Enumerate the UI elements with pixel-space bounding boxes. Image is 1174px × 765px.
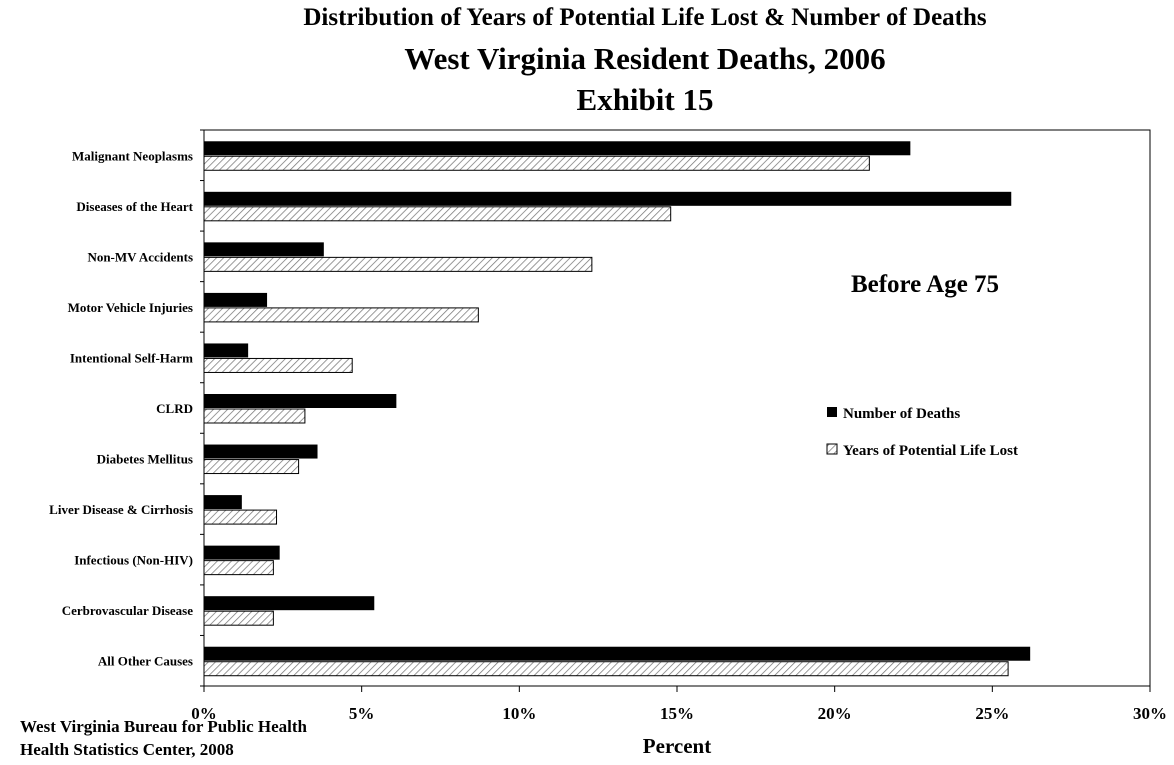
legend-label-ypll: Years of Potential Life Lost [843, 443, 1018, 459]
category-label: Malignant Neoplasms [72, 148, 193, 163]
x-tick-label: 5% [349, 704, 375, 723]
category-label: Motor Vehicle Injuries [68, 300, 193, 315]
bar-years-of-potential-life-lost [203, 357, 353, 373]
category-label: Cerbrovascular Disease [62, 603, 194, 618]
legend-swatch-deaths [827, 407, 837, 417]
x-axis-label: Percent [643, 734, 711, 758]
bar-number-of-deaths [204, 292, 268, 307]
bar-number-of-deaths [204, 141, 911, 156]
x-tick-label: 20% [818, 704, 852, 723]
x-tick-label: 15% [660, 704, 694, 723]
bar-years-of-potential-life-lost [203, 560, 274, 576]
bar-years-of-potential-life-lost [203, 206, 672, 222]
bar-number-of-deaths [204, 646, 1031, 661]
bar-years-of-potential-life-lost [203, 307, 479, 323]
axes-group: Malignant Neoplasms Diseases of the Heart… [49, 129, 1167, 723]
category-label: Intentional Self-Harm [70, 350, 193, 365]
bar-years-of-potential-life-lost [203, 408, 306, 424]
bar-years-of-potential-life-lost [203, 256, 593, 272]
bar-number-of-deaths [204, 596, 375, 611]
bar-number-of-deaths [204, 394, 397, 408]
bar-years-of-potential-life-lost [203, 661, 1009, 677]
x-tick-label: 30% [1133, 704, 1167, 723]
bar-number-of-deaths [204, 495, 242, 510]
chart-title: Distribution of Years of Potential Life … [303, 4, 987, 31]
legend-label-deaths: Number of Deaths [843, 406, 960, 422]
category-label: Non-MV Accidents [87, 249, 193, 264]
exhibit-label: Exhibit 15 [576, 82, 714, 117]
annotation-text: Before Age 75 [851, 271, 999, 298]
bar-years-of-potential-life-lost [203, 610, 274, 626]
bars-group [203, 141, 1031, 677]
legend: Number of Deaths Years of Potential Life… [826, 406, 1018, 459]
legend-swatch-ypll [826, 443, 838, 455]
bar-number-of-deaths [204, 242, 324, 257]
bar-years-of-potential-life-lost [203, 155, 870, 171]
x-tick-label: 10% [502, 704, 536, 723]
chart-subtitle: West Virginia Resident Deaths, 2006 [404, 41, 886, 76]
category-label: Infectious (Non-HIV) [74, 553, 193, 568]
x-tick-label: 0% [191, 704, 217, 723]
bar-number-of-deaths [204, 545, 280, 560]
category-label: Diseases of the Heart [76, 199, 193, 214]
bar-number-of-deaths [204, 444, 318, 459]
category-label: Liver Disease & Cirrhosis [49, 502, 193, 517]
footer-source: West Virginia Bureau for Public Health [20, 717, 307, 736]
bar-number-of-deaths [204, 343, 249, 358]
category-label: CLRD [156, 401, 193, 416]
category-label: Diabetes Mellitus [97, 452, 193, 467]
category-label: All Other Causes [98, 654, 193, 669]
bar-number-of-deaths [204, 191, 1012, 206]
bar-years-of-potential-life-lost [203, 509, 278, 525]
x-tick-label: 25% [975, 704, 1009, 723]
bar-years-of-potential-life-lost [203, 459, 300, 475]
footer-center: Health Statistics Center, 2008 [20, 740, 234, 759]
